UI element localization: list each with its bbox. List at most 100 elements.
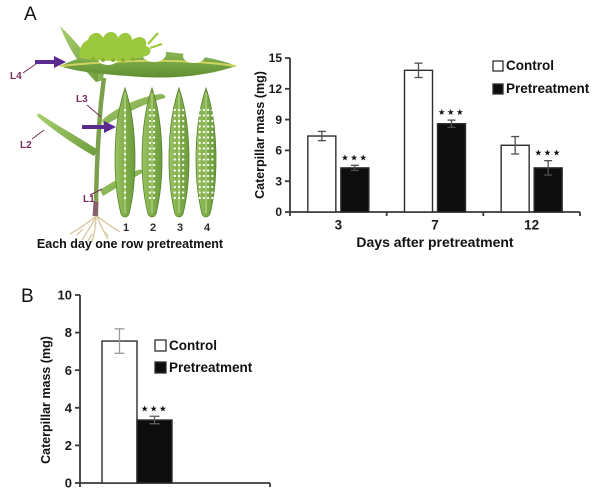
pretreatment-dot — [198, 196, 201, 200]
category-label: 3 — [335, 218, 343, 233]
pretreatment-dot — [148, 108, 152, 112]
pretreatment-dot — [211, 147, 214, 150]
pretreatment-dot — [123, 147, 127, 150]
bar-pretreatment-1 — [436, 123, 467, 213]
pretreatment-dot — [182, 125, 185, 128]
label-l4: L4 — [10, 71, 22, 82]
pretreatment-dot — [177, 130, 181, 134]
pretreatment-dot — [123, 169, 127, 172]
pretreatment-dot — [202, 180, 206, 183]
y-tick-label: 0 — [65, 476, 72, 491]
y-tick-label: 9 — [275, 113, 282, 127]
pretreatment-dot — [202, 196, 206, 200]
pretreatment-dot — [177, 158, 181, 161]
caterpillar-mass-chart: 0 2 4 6 8 10 ★★★ Caterpillar mass (mg) Control Pr… — [39, 288, 271, 491]
illustration-caption: Each day one row pretreatment — [37, 237, 224, 251]
pretreatment-dot — [202, 136, 206, 139]
pretreatment-dot — [211, 174, 214, 178]
pretreatment-dot — [182, 196, 185, 200]
legend-label-pretreatment: Pretreatment — [506, 81, 590, 96]
y-tick-label: 12 — [269, 82, 283, 96]
y-tick-label: 8 — [65, 325, 72, 340]
caterpillar-mass-by-day-chart: 0 3 6 9 12 15 ★★★ ★★★ ★★★ 3 7 12 Days after pretreat… — [253, 51, 590, 250]
pretreatment-dot — [211, 163, 214, 167]
pretreatment-dot — [148, 169, 152, 172]
pretreatment-dot — [152, 130, 156, 134]
pretreatment-dot — [182, 119, 185, 123]
category-label: 7 — [431, 218, 439, 233]
pretreatment-dot — [173, 147, 176, 150]
y-axis-title: Caterpillar mass (mg) — [253, 71, 267, 199]
pretreatment-dot — [173, 169, 176, 172]
pretreatment-dot — [173, 125, 176, 128]
pretreatment-dot — [152, 185, 156, 189]
label-l1: L1 — [83, 194, 95, 205]
bar-pretreatment-0 — [136, 419, 173, 484]
pretreatment-dot — [152, 174, 156, 178]
pretreatment-dot — [123, 136, 127, 139]
pretreatment-dot — [173, 196, 176, 200]
pointer-l4 — [22, 63, 37, 74]
pretreatment-dot — [206, 136, 210, 139]
pretreatment-dot — [202, 163, 206, 167]
pretreatment-dot — [152, 108, 156, 112]
pretreatment-dot — [198, 114, 201, 117]
pretreatment-dot — [123, 125, 127, 128]
pretreatment-dot — [182, 130, 185, 134]
pretreatment-dot — [177, 119, 181, 123]
stem-base — [92, 201, 99, 217]
significance-stars: ★★★ — [341, 152, 368, 162]
pretreatment-dot — [152, 147, 156, 150]
legend-label-control: Control — [506, 58, 554, 73]
pretreatment-dot — [173, 136, 176, 139]
y-tick-label: 6 — [275, 144, 282, 158]
pretreatment-dot — [173, 174, 176, 178]
pretreatment-dot — [152, 125, 156, 128]
pretreatment-dot — [198, 158, 201, 161]
pretreatment-dot — [211, 119, 214, 123]
pretreatment-dot — [173, 114, 176, 117]
pretreatment-dot — [198, 180, 201, 183]
caterpillar-icon — [79, 32, 163, 62]
arrows — [35, 56, 116, 133]
pretreatment-dot — [182, 158, 185, 161]
legend-label-pretreatment: Pretreatment — [169, 360, 253, 375]
pretreatment-dot — [206, 180, 210, 183]
pretreatment-dot — [173, 152, 176, 156]
pretreated-leaves: 1 2 3 4 — [114, 86, 217, 234]
pretreatment-dot — [211, 108, 214, 112]
pretreatment-dot — [202, 169, 206, 172]
legend-swatch-pretreatment-icon — [154, 361, 167, 374]
pretreatment-dot — [148, 180, 152, 183]
pretreatment-dot — [202, 130, 206, 134]
pretreatment-dot — [211, 180, 214, 183]
pretreatment-dot — [177, 163, 181, 167]
pretreatment-dot — [152, 119, 156, 123]
pretreatment-dot — [123, 152, 127, 156]
pretreatment-dot — [198, 147, 201, 150]
pretreatment-dot — [202, 141, 206, 145]
pretreatment-dot — [202, 152, 206, 156]
pretreatment-dot — [152, 191, 156, 194]
pretreatment-dot — [206, 163, 210, 167]
pretreatment-dot — [148, 174, 152, 178]
pretreatment-dot — [177, 169, 181, 172]
pretreatment-dot — [148, 141, 152, 145]
pretreatment-dot — [177, 108, 181, 112]
pretreatment-dot — [211, 158, 214, 161]
pretreatment-dot — [211, 169, 214, 172]
pretreatment-dot — [173, 185, 176, 189]
y-tick-label: 2 — [65, 438, 72, 453]
pretreatment-dot — [148, 125, 152, 128]
pretreatment-dot — [182, 185, 185, 189]
pretreatment-dot — [206, 108, 210, 112]
pretreatment-dot — [202, 147, 206, 150]
pretreatment-dot — [177, 180, 181, 183]
pretreatment-dot — [173, 141, 176, 145]
pretreatment-dot — [148, 152, 152, 156]
label-l2: L2 — [20, 140, 32, 151]
pretreatment-dot — [177, 196, 181, 200]
pretreatment-dot — [198, 174, 201, 178]
y-tick-label: 0 — [275, 205, 282, 219]
pretreatment-dot — [177, 185, 181, 189]
